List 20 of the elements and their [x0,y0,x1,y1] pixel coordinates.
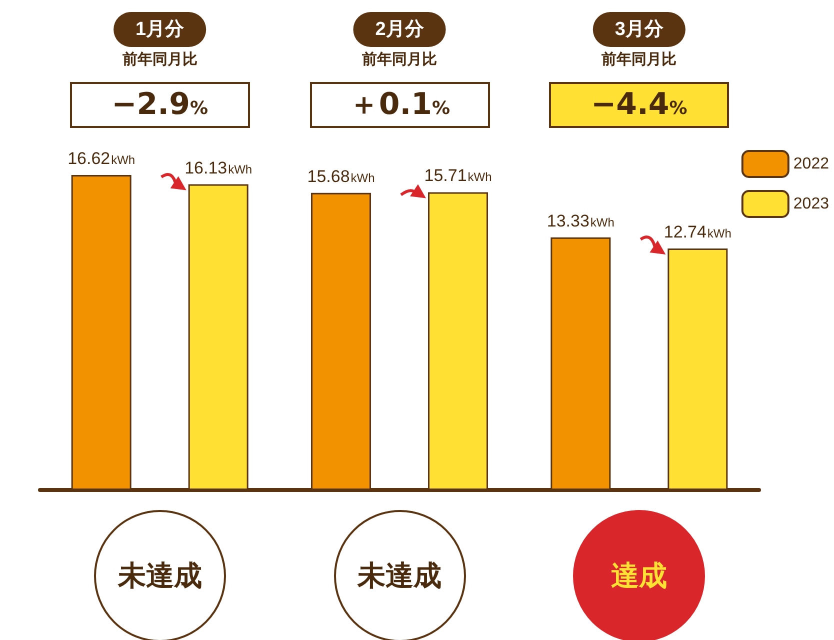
text: 未達成 [94,510,226,640]
text: −2.9% [70,82,250,128]
text: ＋0.1% [310,82,490,128]
data-label: 15.71kWh [424,166,492,186]
data-label: 13.33kWh [546,211,614,230]
data-label: 16.62kWh [68,149,136,168]
text: 前年同月比 [602,50,677,69]
data-label: 16.13kWh [184,158,252,178]
text: 前年同月比 [122,50,198,69]
text: −4.4% [549,82,730,128]
text: 達成 [573,510,706,640]
legend-label: 2022 [793,156,830,172]
data-label: 12.74kWh [664,222,732,242]
x-tick-label: 3月分 [614,19,664,40]
data-label: 15.68kWh [307,166,375,186]
x-tick-label: 2月分 [375,19,425,40]
text: 未達成 [334,510,466,640]
x-tick-label: 1月分 [136,19,186,40]
legend-label: 2023 [793,196,830,212]
text: 前年同月比 [362,50,437,69]
